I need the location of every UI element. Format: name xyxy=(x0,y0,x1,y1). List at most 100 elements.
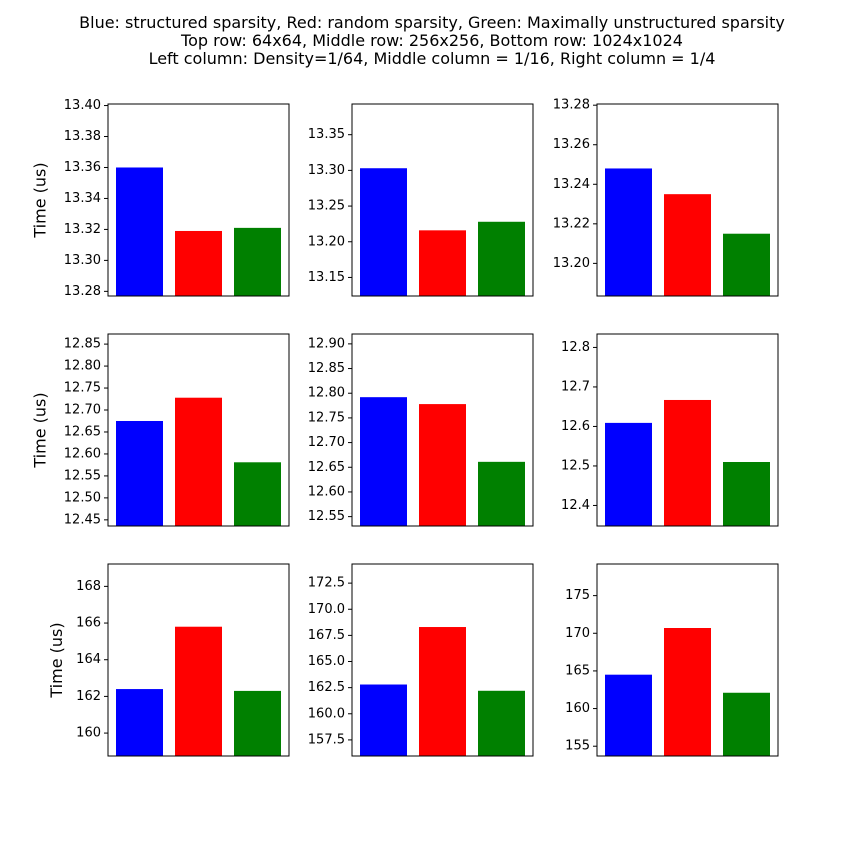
axes-frame xyxy=(596,333,779,527)
y-axis-label: Time (us) xyxy=(47,622,66,698)
bar xyxy=(234,462,281,526)
y-tick-label: 13.25 xyxy=(308,199,345,214)
axes-frame xyxy=(107,333,290,527)
bar xyxy=(605,422,652,526)
y-tick-label: 12.65 xyxy=(308,460,345,475)
axes-frame xyxy=(351,563,534,757)
subplot-r2-c1: 12.45 12.50 12.55 12.60 12.65 12.70 12.75 12.80… xyxy=(31,333,290,527)
bar xyxy=(419,230,466,296)
bar xyxy=(175,397,222,526)
bar xyxy=(175,230,222,296)
axes-frame xyxy=(596,563,779,757)
y-tick-label: 165 xyxy=(565,663,590,678)
bar xyxy=(478,461,525,526)
y-tick-label: 13.30 xyxy=(64,253,101,268)
y-tick-label: 12.7 xyxy=(561,379,590,394)
y-tick-label: 13.15 xyxy=(308,270,345,285)
subplot-r1-c1: 13.28 13.30 13.32 13.34 13.36 13.38 13.40 Time … xyxy=(31,98,290,299)
figure-title: Blue: structured sparsity, Red: random s… xyxy=(0,14,864,68)
bar xyxy=(664,628,711,756)
y-tick-label: 12.6 xyxy=(561,419,590,434)
y-tick-label: 162 xyxy=(76,689,101,704)
y-tick-label: 13.28 xyxy=(64,284,101,299)
subplot-r3-c3: 155 160 165 170 175 xyxy=(565,563,779,757)
bar xyxy=(664,194,711,296)
y-tick-label: 13.34 xyxy=(64,191,101,206)
y-tick-label: 13.20 xyxy=(308,234,345,249)
bar xyxy=(360,684,407,756)
axes-frame xyxy=(107,103,290,297)
subplot-r2-c2: 12.55 12.60 12.65 12.70 12.75 12.80 12.85 12.90 xyxy=(308,333,534,527)
y-tick-label: 12.60 xyxy=(64,446,101,461)
subplot-r3-c1: 160 162 164 166 168 Time (us) xyxy=(47,563,290,757)
bar xyxy=(605,168,652,296)
y-tick-label: 168 xyxy=(76,579,101,594)
y-tick-label: 160 xyxy=(565,701,590,716)
subplot-r2-c3: 12.4 12.5 12.6 12.7 12.8 xyxy=(561,333,779,527)
subplot-r1-c3: 13.20 13.22 13.24 13.26 13.28 xyxy=(553,98,779,297)
y-tick-label: 157.5 xyxy=(308,732,345,747)
y-tick-label: 12.5 xyxy=(561,458,590,473)
figure-title-line-3: Left column: Density=1/64, Middle column… xyxy=(148,49,716,68)
y-tick-label: 13.32 xyxy=(64,222,101,237)
y-tick-label: 12.80 xyxy=(64,359,101,374)
y-tick-label: 13.22 xyxy=(553,216,590,231)
y-tick-label: 12.85 xyxy=(308,361,345,376)
bar xyxy=(478,690,525,756)
y-tick-label: 170.0 xyxy=(308,602,345,617)
y-tick-label: 167.5 xyxy=(308,628,345,643)
y-tick-label: 13.30 xyxy=(308,163,345,178)
y-tick-label: 12.8 xyxy=(561,340,590,355)
y-tick-label: 12.80 xyxy=(308,386,345,401)
y-tick-label: 13.28 xyxy=(553,98,590,113)
figure-title-line-1: Blue: structured sparsity, Red: random s… xyxy=(79,13,785,32)
y-tick-label: 12.90 xyxy=(308,336,345,351)
y-tick-label: 12.70 xyxy=(64,403,101,418)
y-tick-label: 155 xyxy=(565,739,590,754)
bar xyxy=(116,689,163,756)
subplot-r1-c2: 13.15 13.20 13.25 13.30 13.35 xyxy=(308,103,534,297)
bar xyxy=(419,627,466,756)
y-tick-label: 13.35 xyxy=(308,127,345,142)
bar xyxy=(234,690,281,756)
y-tick-label: 13.36 xyxy=(64,160,101,175)
bar xyxy=(605,674,652,756)
y-tick-label: 166 xyxy=(76,616,101,631)
y-tick-label: 13.24 xyxy=(553,177,590,192)
bar xyxy=(478,221,525,296)
bar xyxy=(116,167,163,296)
bar xyxy=(360,168,407,296)
bar xyxy=(419,404,466,526)
bar xyxy=(723,233,770,296)
y-tick-label: 160.0 xyxy=(308,706,345,721)
y-tick-label: 164 xyxy=(76,652,101,667)
y-tick-label: 12.75 xyxy=(64,381,101,396)
y-tick-label: 12.55 xyxy=(64,468,101,483)
y-tick-label: 172.5 xyxy=(308,576,345,591)
y-tick-label: 12.65 xyxy=(64,424,101,439)
y-tick-label: 170 xyxy=(565,626,590,641)
y-tick-label: 12.75 xyxy=(308,410,345,425)
y-tick-label: 13.20 xyxy=(553,256,590,271)
y-tick-label: 12.50 xyxy=(64,490,101,505)
y-tick-label: 12.60 xyxy=(308,484,345,499)
bar xyxy=(723,462,770,526)
y-tick-label: 12.55 xyxy=(308,509,345,524)
y-tick-label: 165.0 xyxy=(308,654,345,669)
bar xyxy=(360,397,407,526)
bar xyxy=(664,399,711,526)
y-tick-label: 13.26 xyxy=(553,137,590,152)
y-tick-label: 160 xyxy=(76,726,101,741)
axes-frame xyxy=(596,103,779,297)
y-axis-label: Time (us) xyxy=(31,392,50,468)
y-tick-label: 13.38 xyxy=(64,129,101,144)
axes-frame xyxy=(351,103,534,297)
y-tick-label: 12.85 xyxy=(64,337,101,352)
bar xyxy=(116,420,163,526)
figure-title-line-2: Top row: 64x64, Middle row: 256x256, Bot… xyxy=(181,31,683,50)
y-tick-label: 162.5 xyxy=(308,680,345,695)
bar xyxy=(234,227,281,296)
y-axis-label: Time (us) xyxy=(31,162,50,238)
